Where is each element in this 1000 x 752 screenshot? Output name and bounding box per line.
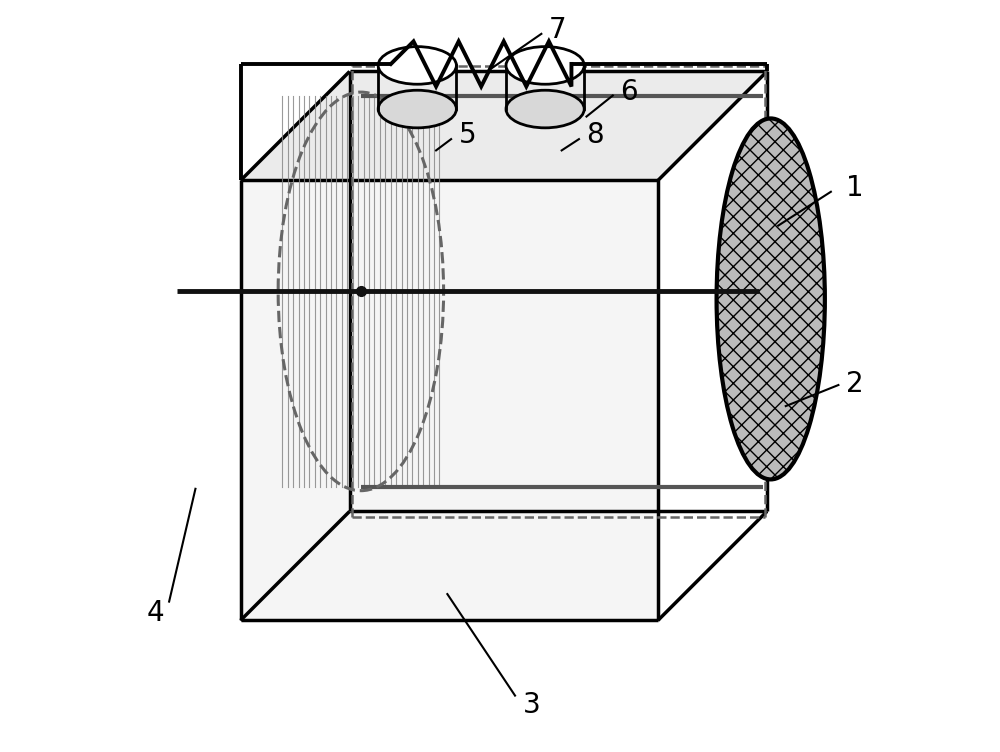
Polygon shape <box>241 71 767 180</box>
Ellipse shape <box>506 90 584 128</box>
Ellipse shape <box>506 47 584 84</box>
Polygon shape <box>241 71 350 620</box>
Ellipse shape <box>717 118 825 480</box>
Text: 4: 4 <box>147 599 164 627</box>
Text: 2: 2 <box>846 369 864 398</box>
Polygon shape <box>241 180 658 620</box>
Ellipse shape <box>378 90 456 128</box>
Text: 3: 3 <box>523 690 540 719</box>
Ellipse shape <box>378 47 456 84</box>
Text: 8: 8 <box>586 121 604 150</box>
Text: 7: 7 <box>549 16 567 44</box>
Text: 5: 5 <box>459 121 476 150</box>
Text: 6: 6 <box>620 77 638 106</box>
Text: 1: 1 <box>846 174 864 202</box>
